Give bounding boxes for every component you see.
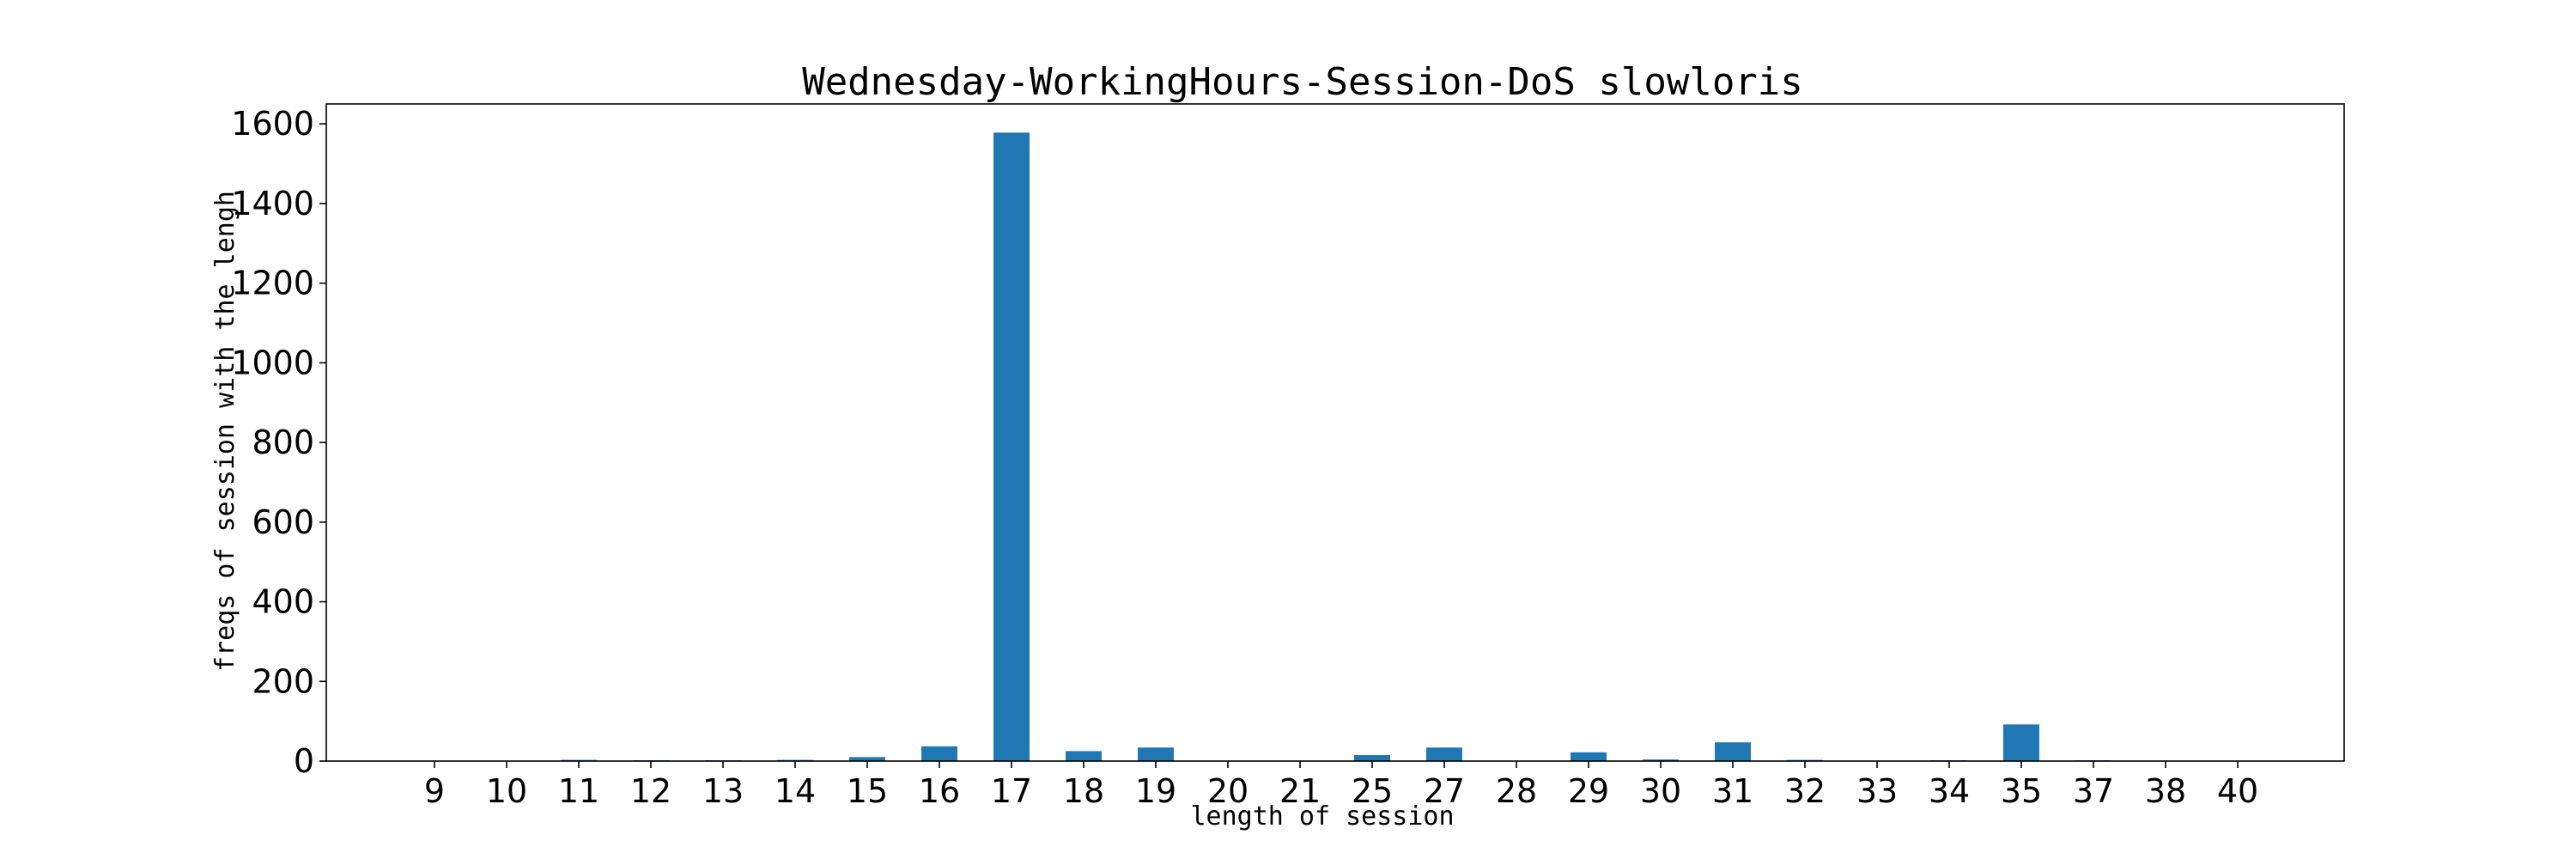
x-tick-label-17: 17: [991, 772, 1032, 810]
x-tick-label-31: 31: [1712, 772, 1753, 810]
x-tick-label-30: 30: [1640, 772, 1681, 810]
x-tick-label-15: 15: [847, 772, 888, 810]
x-tick-label-13: 13: [702, 772, 744, 810]
x-tick-label-11: 11: [558, 772, 599, 810]
y-tick-label-1600: 1600: [231, 105, 314, 143]
bar-15: [849, 757, 885, 761]
x-tick-label-21: 21: [1279, 772, 1321, 810]
y-tick-label-1000: 1000: [231, 344, 314, 381]
y-axis-label: freqs of session with the lengh: [210, 191, 240, 672]
chart-title: Wednesday-WorkingHours-Session-DoS slowl…: [802, 60, 1803, 104]
bar-19: [1138, 747, 1174, 761]
x-tick-label-38: 38: [2145, 772, 2186, 810]
y-tick-label-800: 800: [252, 423, 314, 461]
x-tick-label-19: 19: [1135, 772, 1176, 810]
x-tick-label-14: 14: [775, 772, 816, 810]
y-tick-label-1400: 1400: [231, 185, 314, 222]
x-tick-label-35: 35: [2001, 772, 2042, 810]
x-tick-label-18: 18: [1063, 772, 1104, 810]
x-tick-label-34: 34: [1929, 772, 1970, 810]
bar-18: [1066, 751, 1102, 761]
y-tick-label-600: 600: [252, 503, 314, 541]
x-ticks-group: 9 10 11 12 13 14 15 16 17 18 19 20 21 25 27 28 29 30 31 32 3…: [424, 761, 2258, 810]
x-tick-label-40: 40: [2217, 772, 2258, 810]
x-axis-label: length of session: [1190, 801, 1454, 832]
plot-area-frame: [325, 103, 2345, 762]
x-tick-label-37: 37: [2073, 772, 2114, 810]
y-tick-label-200: 200: [252, 662, 314, 700]
bar-17: [993, 132, 1030, 761]
bar-27: [1426, 747, 1462, 761]
x-tick-label-12: 12: [630, 772, 671, 810]
x-tick-label-32: 32: [1784, 772, 1826, 810]
x-tick-label-10: 10: [486, 772, 527, 810]
y-tick-label-400: 400: [252, 583, 314, 621]
x-tick-label-9: 9: [424, 772, 445, 810]
bars-group: [416, 132, 2256, 761]
x-tick-label-25: 25: [1352, 772, 1393, 810]
bar-35: [2003, 724, 2039, 761]
x-tick-label-20: 20: [1207, 772, 1249, 810]
y-tick-label-1200: 1200: [231, 265, 314, 302]
x-tick-label-28: 28: [1496, 772, 1537, 810]
x-tick-label-27: 27: [1424, 772, 1465, 810]
x-tick-label-33: 33: [1856, 772, 1898, 810]
y-ticks-group: 0 200 400 600 800 1000 1200 1400 1600: [231, 105, 326, 780]
bar-31: [1715, 742, 1751, 761]
bar-25: [1354, 755, 1390, 761]
x-tick-label-16: 16: [919, 772, 960, 810]
bar-16: [921, 746, 957, 761]
y-tick-label-0: 0: [294, 742, 314, 780]
bar-30: [1643, 759, 1679, 761]
bar-29: [1571, 752, 1607, 761]
x-tick-label-29: 29: [1568, 772, 1609, 810]
